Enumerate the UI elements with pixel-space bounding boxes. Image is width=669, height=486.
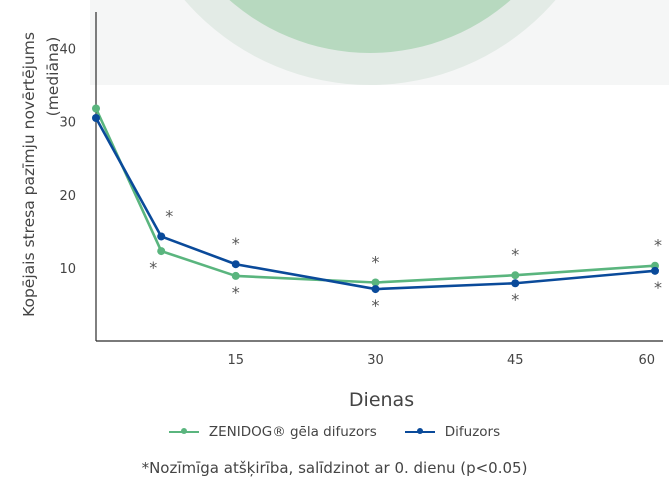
significance-marker: *: [372, 296, 380, 315]
y-tick-label: 10: [59, 262, 76, 277]
decorative-circle-inner: [229, 0, 511, 53]
significance-marker: *: [165, 206, 173, 225]
x-axis-label: Dienas: [349, 389, 414, 411]
footnote: *Nozīmīga atšķirība, salīdzinot ar 0. di…: [141, 459, 528, 477]
data-point: [157, 247, 166, 256]
x-tick-label: 60: [638, 353, 655, 368]
data-point: [231, 260, 240, 269]
data-point: [157, 232, 166, 241]
y-tick-label: 20: [59, 189, 76, 204]
series-line-0: [94, 107, 656, 284]
significance-marker: *: [232, 234, 240, 253]
x-tick-label: 15: [227, 353, 244, 368]
data-point: [651, 266, 659, 275]
data-point: [92, 104, 100, 113]
significance-marker: *: [654, 236, 662, 255]
legend-label-difuzors: Difuzors: [444, 424, 501, 440]
legend-label-zenidog: ZENIDOG® gēla difuzors: [208, 424, 377, 440]
significance-marker: *: [654, 278, 662, 297]
significance-marker: *: [232, 283, 240, 302]
data-point: [371, 278, 380, 287]
significance-marker: *: [511, 245, 519, 264]
plot-area: 10 20 30 40 15 30 45 60 Dienas Kopējais stresa pa…: [20, 12, 663, 411]
data-point: [371, 285, 380, 294]
x-tick-label: 45: [507, 353, 524, 368]
y-tick-label: 30: [59, 116, 76, 131]
data-point: [92, 114, 100, 123]
data-point: [231, 271, 240, 280]
legend-swatch-difuzors: [404, 428, 435, 434]
data-point: [511, 271, 520, 280]
significance-marker: *: [511, 290, 519, 309]
y-axis-label-line2: (mediāna): [44, 37, 62, 117]
legend-item-difuzors: Difuzors: [404, 424, 501, 440]
x-tick-label: 30: [367, 353, 384, 368]
y-axis-label: Kopējais stresa pazīmju novērtējums: [20, 32, 38, 317]
significance-marker: *: [372, 253, 380, 272]
data-point: [511, 279, 520, 288]
legend: ZENIDOG® gēla difuzors Difuzors: [0, 424, 669, 440]
legend-swatch-zenidog: [168, 428, 199, 434]
significance-marker: *: [149, 258, 157, 277]
series-line-1: [94, 117, 656, 291]
legend-item-zenidog: ZENIDOG® gēla difuzors: [168, 424, 377, 440]
y-tick-label: 40: [59, 43, 76, 58]
